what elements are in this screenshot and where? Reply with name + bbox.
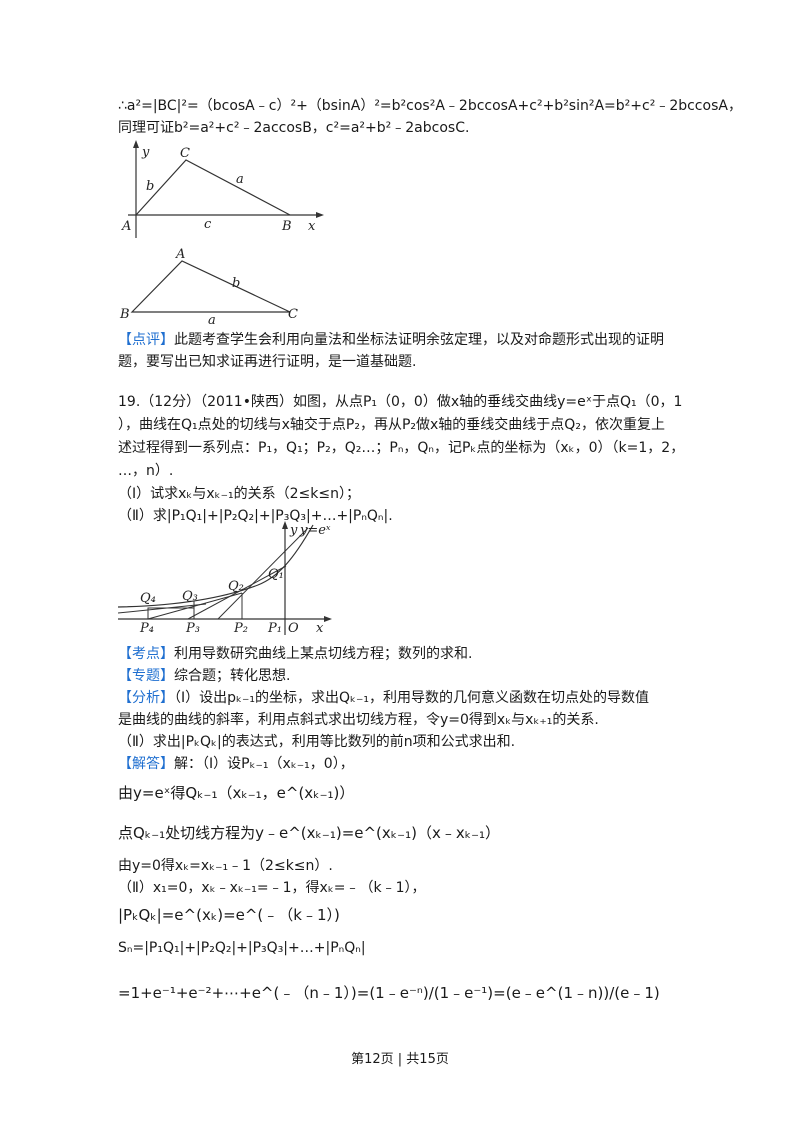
- figure-triangle-axes: y C b a A c B x: [121, 140, 324, 238]
- review-line-1: 【点评】此题考查学生会利用向量法和坐标法证明余弦定理，以及对命题形式出现的证明: [118, 330, 664, 350]
- review-line-2: 题，要写出已知求证再进行证明，是一道基础题.: [118, 354, 417, 370]
- label-c: c: [204, 217, 212, 232]
- label-Q3: Q₃: [182, 589, 198, 604]
- review-text-1: 此题考查学生会利用向量法和坐标法证明余弦定理，以及对命题形式出现的证明: [174, 332, 664, 348]
- problem-line-3: 述过程得到一系列点：P₁，Q₁；P₂，Q₂…；Pₙ，Qₙ，记Pₖ点的坐标为（xₖ…: [118, 440, 685, 456]
- label-P4: P₄: [139, 621, 154, 636]
- label-y: y: [289, 523, 298, 538]
- tangent-line-1: [217, 527, 309, 620]
- label-C: C: [288, 307, 298, 322]
- kaodian-tag: 【考点】: [118, 646, 174, 662]
- label-B: B: [119, 307, 130, 322]
- triangle-outline: [130, 260, 291, 313]
- jieda-line-3: 点Qₖ₋₁处切线方程为y﹣e^(xₖ₋₁)=e^(xₖ₋₁)（x﹣xₖ₋₁）: [118, 824, 501, 842]
- label-Q2: Q₂: [228, 579, 244, 594]
- zhuanti-text: 综合题；转化思想.: [174, 668, 291, 684]
- label-P1: P₁: [267, 621, 282, 636]
- fenxi-line-1: 【分析】（Ⅰ）设出pₖ₋₁的坐标，求出Qₖ₋₁，利用导数的几何意义函数在切点处的…: [118, 688, 649, 708]
- jieda-line-2: 由y=eˣ得Qₖ₋₁（xₖ₋₁，e^(xₖ₋₁)）: [118, 784, 355, 802]
- fenxi-line-3: （Ⅱ）求出|PₖQₖ|的表达式，利用等比数列的前n项和公式求出和.: [118, 734, 516, 750]
- proof-line-2: 同理可证b²=a²+c²﹣2accosB，c²=a²+b²﹣2abcosC.: [118, 120, 470, 136]
- label-curve: y=eˣ: [299, 523, 331, 538]
- jieda-line-8: =1+e⁻¹+e⁻²+⋯+e^(﹣（n﹣1）)=(1﹣e⁻ⁿ)/(1﹣e⁻¹)=…: [118, 984, 660, 1002]
- y-axis-arrow-icon: [282, 521, 288, 529]
- jieda-line-1: 【解答】解：（Ⅰ）设Pₖ₋₁（xₖ₋₁，0），: [118, 754, 354, 774]
- label-C: C: [180, 146, 190, 161]
- problem-part-1: （Ⅰ）试求xₖ与xₖ₋₁的关系（2≤k≤n）；: [118, 486, 360, 502]
- page-footer: 第12页 | 共15页: [351, 1052, 449, 1067]
- label-B: B: [281, 219, 292, 234]
- jieda-line-4: 由y=0得xₖ=xₖ₋₁﹣1（2≤k≤n）.: [118, 858, 333, 874]
- triangle-sides: [135, 159, 291, 216]
- review-tag: 【点评】: [118, 332, 174, 348]
- jieda-tag: 【解答】: [118, 756, 174, 772]
- label-P3: P₃: [185, 621, 200, 636]
- y-axis-arrow-icon: [133, 140, 139, 148]
- kaodian-text: 利用导数研究曲线上某点切线方程；数列的求和.: [174, 646, 473, 662]
- jieda-text-1: 解：（Ⅰ）设Pₖ₋₁（xₖ₋₁，0），: [174, 756, 354, 772]
- problem-line-4: …，n）.: [118, 463, 174, 479]
- curve-exp: [118, 524, 314, 608]
- fenxi-text-1: （Ⅰ）设出pₖ₋₁的坐标，求出Qₖ₋₁，利用导数的几何意义函数在切点处的导数值: [174, 690, 649, 706]
- label-b: b: [232, 276, 240, 291]
- tangent-line-2: [187, 565, 287, 620]
- label-A: A: [175, 247, 185, 262]
- zhuanti-tag: 【专题】: [118, 668, 174, 684]
- label-b: b: [146, 179, 154, 194]
- jieda-line-7: Sₙ=|P₁Q₁|+|P₂Q₂|+|P₃Q₃|+…+|PₙQₙ|: [118, 940, 366, 956]
- tangent-line-3: [147, 592, 243, 620]
- label-P2: P₂: [233, 621, 248, 636]
- jieda-line-5: （Ⅱ）x₁=0，xₖ﹣xₖ₋₁=﹣1，得xₖ=﹣（k﹣1），: [118, 880, 426, 896]
- proof-line-1: ∴a²=|BC|²=（bcosA﹣c）²+（bsinA）²=b²cos²A﹣2b…: [118, 98, 742, 114]
- label-Q4: Q₄: [140, 591, 156, 606]
- fenxi-tag: 【分析】: [118, 690, 174, 706]
- x-axis-arrow-icon: [316, 212, 324, 218]
- figure-exponential-tangents: y y=eˣ Q₁ Q₂ Q₃ Q₄ P₄ P₃ P₂ P₁ O x: [118, 521, 332, 636]
- figure-triangle: A b B a C: [119, 247, 298, 326]
- label-O: O: [288, 621, 299, 636]
- label-A: A: [121, 219, 131, 234]
- label-x: x: [308, 219, 316, 234]
- label-a: a: [236, 172, 244, 187]
- x-axis-arrow-icon: [324, 616, 332, 622]
- label-y: y: [141, 145, 150, 160]
- jieda-line-6: |PₖQₖ|=e^(xₖ)=e^(﹣（k﹣1）): [118, 906, 340, 924]
- zhuanti-line: 【专题】综合题；转化思想.: [118, 666, 290, 686]
- label-Q1: Q₁: [268, 567, 284, 582]
- problem-part-2: （Ⅱ）求|P₁Q₁|+|P₂Q₂|+|P₃Q₃|+…+|PₙQₙ|.: [118, 508, 393, 524]
- label-x: x: [316, 621, 324, 636]
- problem-line-2: ），曲线在Q₁点处的切线与x轴交于点P₂，再从P₂做x轴的垂线交曲线于点Q₂，依…: [118, 417, 665, 433]
- problem-line-1: 19.（12分）（2011•陕西）如图，从点P₁（0，0）做x轴的垂线交曲线y=…: [118, 394, 683, 410]
- kaodian-line: 【考点】利用导数研究曲线上某点切线方程；数列的求和.: [118, 644, 472, 664]
- fenxi-line-2: 是曲线的曲线的斜率，利用点斜式求出切线方程，令y=0得到xₖ与xₖ₊₁的关系.: [118, 712, 599, 728]
- label-a: a: [208, 313, 216, 326]
